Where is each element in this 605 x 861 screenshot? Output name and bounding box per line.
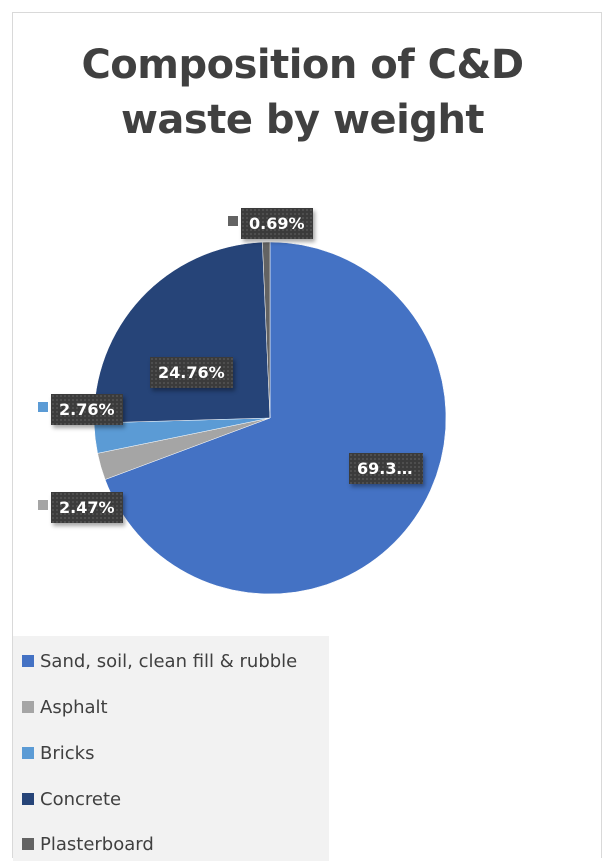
legend-label: Asphalt bbox=[40, 696, 108, 718]
legend-swatch bbox=[22, 701, 34, 713]
legend-item-bricks: Bricks bbox=[22, 741, 94, 765]
legend-swatch bbox=[22, 655, 34, 667]
legend-label: Plasterboard bbox=[40, 833, 154, 855]
legend-swatch bbox=[22, 793, 34, 805]
legend-label: Sand, soil, clean fill & rubble bbox=[40, 650, 298, 672]
legend-swatch bbox=[22, 747, 34, 759]
pie-slice-plasterboard bbox=[262, 241, 271, 419]
legend-item-asphalt: Asphalt bbox=[22, 695, 108, 719]
legend-label: Concrete bbox=[40, 788, 122, 810]
pie-slices bbox=[93, 241, 447, 595]
data-label-plasterboard: 0.69% bbox=[241, 208, 313, 239]
data-label-concrete: 24.76% bbox=[150, 357, 233, 388]
data-label-asphalt: 2.47% bbox=[51, 492, 123, 523]
data-label-sand: 69.3… bbox=[349, 453, 423, 484]
data-label-key-asphalt bbox=[38, 500, 48, 510]
legend-item-sand: Sand, soil, clean fill & rubble bbox=[22, 649, 297, 673]
legend-item-plasterboard: Plasterboard bbox=[22, 832, 154, 856]
data-label-key-plasterboard bbox=[228, 216, 238, 226]
chart-title-line-2: waste by weight bbox=[120, 97, 485, 143]
chart-title-line-1: Composition of C&D bbox=[81, 42, 524, 88]
chart-title: Composition of C&D waste by weight bbox=[0, 38, 605, 148]
legend-label: Bricks bbox=[40, 742, 95, 764]
pie-slice-sand bbox=[104, 241, 447, 595]
legend: Sand, soil, clean fill & rubble Asphalt … bbox=[13, 636, 329, 861]
legend-swatch bbox=[22, 838, 34, 850]
legend-item-concrete: Concrete bbox=[22, 787, 121, 811]
data-label-key-bricks bbox=[38, 402, 48, 412]
data-label-bricks: 2.76% bbox=[51, 394, 123, 425]
